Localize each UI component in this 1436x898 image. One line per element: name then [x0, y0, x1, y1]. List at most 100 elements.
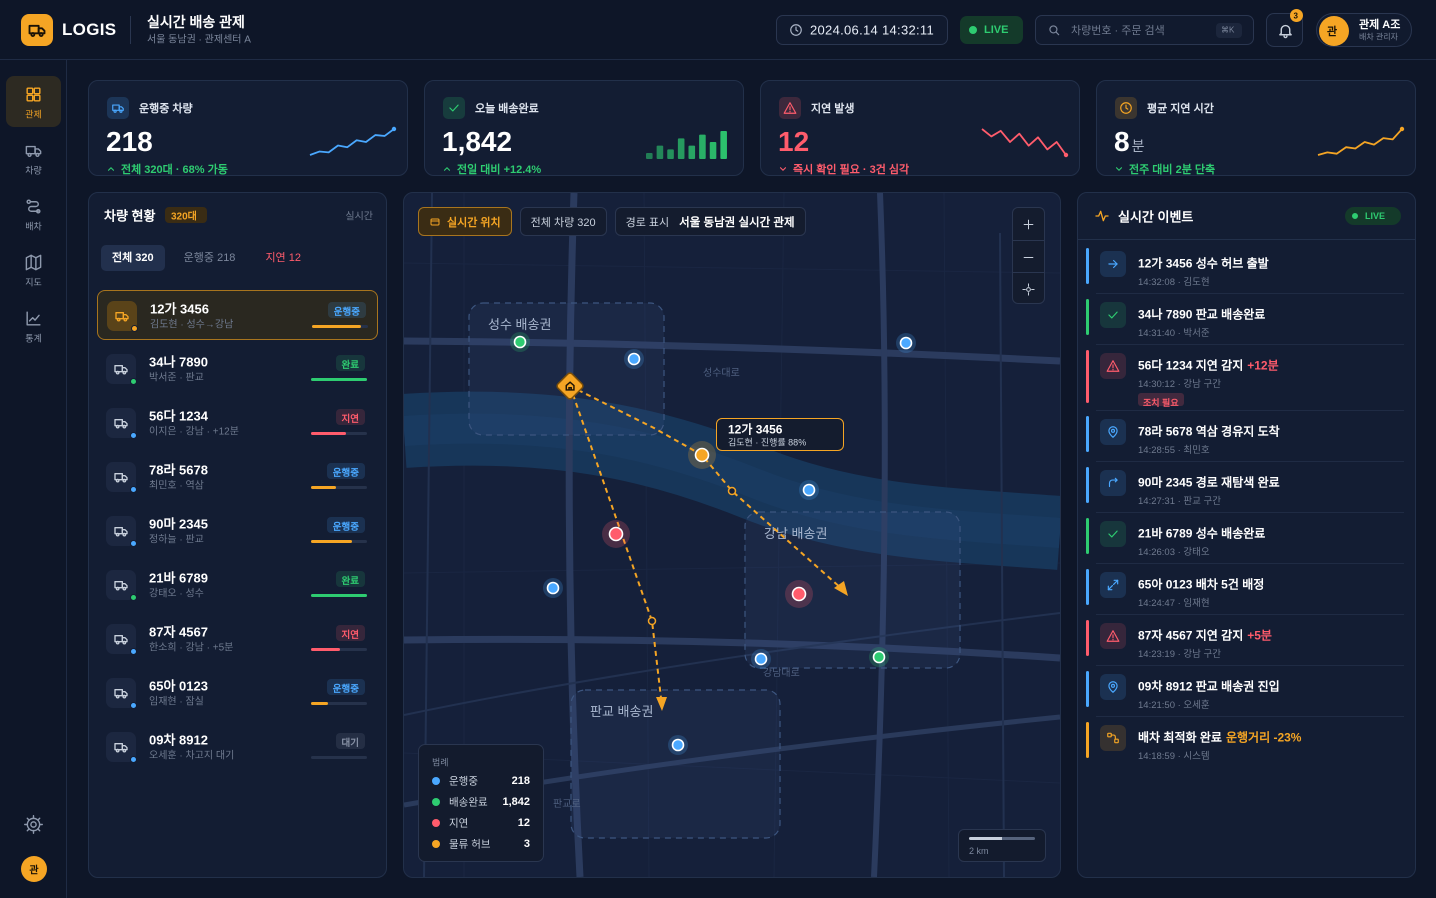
icon-shape — [114, 527, 123, 535]
event-row[interactable]: 65아 0123 배차 5건 배정 14:24:47 · 임재현 — [1078, 564, 1415, 615]
status-dot — [130, 594, 137, 601]
icon-shape — [114, 743, 123, 751]
map-tab[interactable]: 전체 차량 320 — [519, 207, 607, 236]
icon-shape — [1022, 283, 1035, 296]
filter-tab[interactable]: 지연 12 — [254, 245, 312, 271]
vehicle-detail: 강태오 · 성수 — [149, 588, 204, 600]
icon-shape — [1114, 738, 1119, 744]
legend-value: 3 — [523, 838, 530, 850]
kpi-value: 218 — [106, 126, 153, 157]
map-legend: 범례 운행중 218 배송완료 1,842 지연 12 물류 허브 3 — [418, 744, 544, 862]
vehicle-marker[interactable] — [694, 447, 710, 463]
vehicle-marker[interactable] — [546, 581, 560, 595]
vehicle-row[interactable]: 09차 8912 오세훈 · 차고지 대기 대기 — [97, 722, 378, 772]
icon-shape — [113, 109, 117, 113]
kpi-card: 평균 지연 시간 8 분 전주 대비 2분 단축 — [1096, 80, 1416, 176]
vehicle-detail: 한소희 · 강남 · +5분 — [149, 642, 234, 654]
event-row[interactable]: 배차 최적화 완료 운행거리 -23% 14:18:59 · 시스템 — [1078, 717, 1415, 768]
nav-item[interactable]: 배차 — [6, 188, 61, 239]
route — [569, 385, 662, 699]
event-row[interactable]: 34나 7890 판교 배송완료 14:31:40 · 박서준 — [1078, 294, 1415, 345]
event-row[interactable]: 09차 8912 판교 배송권 진입 14:21:50 · 오세훈 — [1078, 666, 1415, 717]
icon-route — [26, 199, 41, 214]
map-tab[interactable]: 실시간 위치 — [418, 207, 512, 236]
icon-shape — [121, 421, 128, 427]
hub-marker[interactable] — [556, 372, 584, 400]
event-text: 65아 0123 배차 5건 배정 — [1138, 577, 1265, 592]
nav-item[interactable]: 통계 — [6, 300, 61, 351]
vehicle-marker[interactable] — [791, 586, 807, 602]
notification-count: 3 — [1290, 9, 1303, 22]
tooltip-title: 12가 3456 — [728, 422, 783, 437]
icon-alert — [1106, 630, 1120, 642]
nav-label: 차량 — [25, 165, 42, 176]
delivery-zone — [744, 511, 961, 669]
nav-item[interactable]: 차량 — [6, 132, 61, 183]
map-panel: 성수 배송권 강남 배송권 판교 배송권 성수대로 강남대로 판교로 12가 3456 김도현… — [403, 192, 1061, 878]
spark-end — [1399, 126, 1405, 132]
nav-item[interactable]: 지도 — [6, 244, 61, 295]
legend-value: 12 — [517, 817, 530, 829]
vehicle-row[interactable]: 56다 1234 이지은 · 강남 · +12분 지연 — [97, 398, 378, 448]
event-row[interactable]: 12가 3456 성수 허브 출발 14:32:08 · 김도현 — [1078, 243, 1415, 294]
event-text: 12가 3456 성수 허브 출발 — [1138, 256, 1269, 271]
vehicle-marker[interactable] — [754, 652, 768, 666]
event-meta: 14:30:12 · 강남 구간 — [1138, 379, 1222, 390]
icon-shape — [115, 748, 120, 753]
zoom-button[interactable] — [1013, 240, 1044, 272]
spark-bar — [646, 153, 653, 159]
status-dot — [130, 756, 137, 763]
vehicle-marker[interactable] — [671, 738, 685, 752]
event-text: 87자 4567 지연 감지 +5분 — [1138, 628, 1272, 643]
event-row[interactable]: 87자 4567 지연 감지 +5분 14:23:19 · 강남 구간 — [1078, 615, 1415, 666]
vehicle-row[interactable]: 21바 6789 강태오 · 성수 완료 — [97, 560, 378, 610]
legend-label: 지연 — [449, 817, 469, 830]
vehicle-row[interactable]: 12가 3456 김도현 · 성수→강남 운행중 — [97, 290, 378, 340]
status-pill: 운행중 — [327, 302, 366, 318]
event-accent — [1086, 620, 1089, 656]
icon-shape — [115, 478, 120, 483]
sidebar-avatar: 관 — [21, 856, 47, 882]
filter-tab[interactable]: 전체 320 — [101, 245, 165, 271]
vehicle-marker[interactable] — [608, 526, 624, 542]
event-row[interactable]: 90마 2345 경로 재탐색 완료 14:27:31 · 판교 구간 — [1078, 462, 1415, 513]
live-label: 실시간 — [345, 211, 373, 223]
event-accent — [1086, 467, 1089, 503]
vehicle-row[interactable]: 65아 0123 임재현 · 잠실 운행중 — [97, 668, 378, 718]
vehicle-plate: 56다 1234 — [149, 408, 208, 424]
spark-bar — [656, 145, 664, 159]
event-row[interactable]: 21바 6789 성수 배송완료 14:26:03 · 강태오 — [1078, 513, 1415, 564]
icon-shape — [123, 317, 128, 322]
map-tab[interactable]: 경로 표시 서울 동남권 실시간 관제 — [614, 207, 806, 236]
vehicle-marker[interactable] — [627, 352, 641, 366]
user-menu[interactable]: 관 관제 A조 배차 관리자 — [1316, 13, 1412, 47]
vehicle-row[interactable]: 90마 2345 정하늘 · 판교 운행중 — [97, 506, 378, 556]
filter-tab[interactable]: 운행중 218 — [173, 245, 247, 271]
nav-item[interactable]: 관제 — [6, 76, 61, 127]
vehicle-row[interactable]: 78라 5678 최민호 · 역삼 운행중 — [97, 452, 378, 502]
icon-truck — [115, 312, 129, 322]
status-text: 운행중 — [332, 468, 359, 479]
vehicle-row[interactable]: 87자 4567 한소희 · 강남 · +5분 지연 — [97, 614, 378, 664]
vehicle-marker[interactable] — [513, 335, 527, 349]
zoom-button[interactable] — [1013, 272, 1044, 304]
event-row[interactable]: 56다 1234 지연 감지 +12분 14:30:12 · 강남 구간 조치 필요 — [1078, 345, 1415, 411]
vehicle-row[interactable]: 34나 7890 박서준 · 판교 완료 — [97, 344, 378, 394]
status-pill: 대기 — [335, 733, 365, 749]
icon-shape — [790, 24, 802, 36]
vehicle-detail: 김도현 · 성수→강남 — [150, 319, 234, 331]
vehicle-marker[interactable] — [899, 336, 913, 350]
icon-shape — [1113, 579, 1119, 585]
legend-dot — [432, 798, 440, 806]
search-box[interactable]: 차량번호 · 주문 검색 ⌘K — [1035, 15, 1254, 45]
zoom-button[interactable] — [1013, 208, 1044, 240]
vehicle-marker[interactable] — [802, 483, 816, 497]
event-row[interactable]: 78라 5678 역삼 경유지 도착 14:28:55 · 최민호 — [1078, 411, 1415, 462]
icon-up — [107, 167, 115, 171]
icon-shape — [568, 387, 572, 390]
progress-bar — [311, 702, 328, 705]
icon-shape — [1026, 287, 1031, 292]
vehicle-marker[interactable] — [872, 650, 886, 664]
icon-shape — [30, 821, 37, 828]
icon-pin — [1108, 681, 1118, 693]
